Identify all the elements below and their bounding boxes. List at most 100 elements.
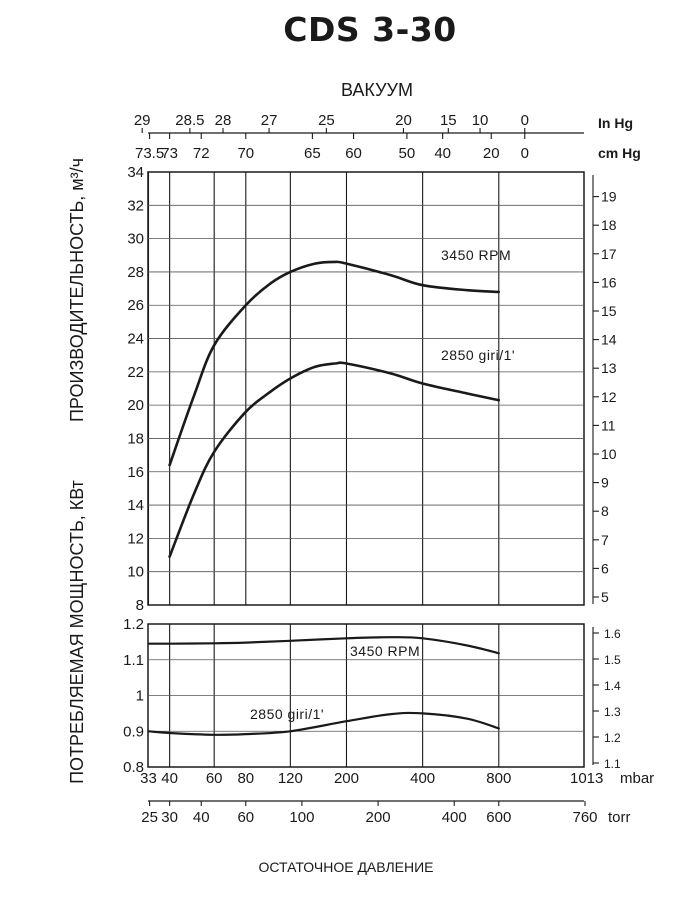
capacity-y2-ticks: 5 6 7 8 9 10 11 12 13 14 15 16 17 18 19 — [592, 175, 617, 605]
power-y2-tick-label: 1.1 — [604, 757, 621, 771]
power-y2-tick-label: 1.2 — [604, 731, 621, 745]
power-curve-3450 — [147, 636, 500, 655]
capacity-label-2850: 2850 giri/1' — [441, 347, 515, 363]
mbar-tick-label: 40 — [161, 770, 178, 787]
torr-tick-label: 100 — [289, 809, 314, 826]
power-y-tick-label: 1.2 — [123, 616, 144, 633]
mbar-tick-label: 120 — [278, 770, 303, 787]
capacity-y-tick-label: 10 — [127, 564, 144, 581]
cmhg-unit-label: cm Hg — [598, 145, 641, 161]
x-axis-title: ОСТАТОЧНОЕ ДАВЛЕНИЕ — [259, 859, 434, 875]
mbar-tick-label: 33 — [140, 770, 157, 787]
cmhg-tick-label: 73 — [161, 145, 178, 162]
torr-tick-label: 200 — [366, 809, 391, 826]
capacity-y2-tick-label: 8 — [601, 503, 609, 519]
power-y-tick-label: 0.9 — [123, 723, 144, 740]
mbar-axis-ticks: 33 40 60 80 120 200 400 800 1013 — [140, 770, 603, 787]
torr-unit-label: torr — [608, 809, 631, 826]
power-gridlines — [148, 624, 584, 767]
torr-tick-label: 400 — [442, 809, 467, 826]
power-y-ticks: 0.8 0.9 1 1.1 1.2 — [123, 616, 144, 776]
torr-tick-label: 760 — [572, 809, 597, 826]
power-y-tick-label: 1.1 — [123, 652, 144, 669]
capacity-y-ticks: 8 10 12 14 16 18 20 22 24 26 28 30 32 34 — [127, 164, 144, 614]
inhg-tick-label: 28 — [215, 112, 232, 129]
capacity-y2-tick-label: 6 — [601, 560, 609, 576]
inhg-tick-label: 25 — [318, 112, 335, 129]
inhg-tick-label: 27 — [261, 112, 278, 129]
inhg-unit-label: In Hg — [598, 115, 633, 131]
vacuum-axis-title: ВАКУУМ — [341, 80, 413, 100]
power-curve-2850 — [147, 711, 500, 736]
cmhg-tick-label: 50 — [399, 145, 416, 162]
capacity-y2-tick-label: 19 — [601, 189, 617, 205]
torr-tick-label: 40 — [193, 809, 210, 826]
cmhg-tick-label: 70 — [237, 145, 254, 162]
torr-tick-label: 30 — [161, 809, 178, 826]
capacity-y2-tick-label: 14 — [601, 332, 617, 348]
capacity-y-tick-label: 12 — [127, 530, 144, 547]
power-y-tick-label: 1 — [136, 688, 144, 705]
capacity-y2-tick-label: 15 — [601, 303, 617, 319]
capacity-y-tick-label: 26 — [127, 297, 144, 314]
capacity-y2-tick-label: 11 — [601, 417, 616, 433]
capacity-y2-tick-label: 17 — [601, 246, 617, 262]
cmhg-tick-label: 65 — [304, 145, 321, 162]
torr-tick-label: 600 — [486, 809, 511, 826]
cmhg-tick-label: 0 — [521, 145, 529, 162]
mbar-tick-label: 800 — [486, 770, 511, 787]
capacity-y-tick-label: 34 — [127, 164, 144, 181]
mbar-tick-label: 400 — [410, 770, 435, 787]
power-y2-tick-label: 1.3 — [604, 705, 621, 719]
capacity-curve-3450 — [168, 260, 501, 467]
capacity-y-tick-label: 8 — [136, 597, 144, 614]
capacity-y2-tick-label: 13 — [601, 360, 617, 376]
capacity-y-tick-label: 14 — [127, 497, 144, 514]
chart-title: CDS 3-30 — [283, 10, 457, 49]
capacity-y-tick-label: 24 — [127, 331, 144, 348]
capacity-y-tick-label: 16 — [127, 464, 144, 481]
power-y-tick-label: 0.8 — [123, 759, 144, 776]
capacity-y-tick-label: 28 — [127, 264, 144, 281]
power-y-axis-title: ПОТРЕБЛЯЕМАЯ МОЩНОСТЬ, КВт — [67, 480, 87, 784]
power-label-3450: 3450 RPM — [350, 643, 420, 659]
mbar-tick-label: 80 — [237, 770, 254, 787]
capacity-y-tick-label: 30 — [127, 231, 144, 248]
capacity-y-tick-label: 20 — [127, 397, 144, 414]
capacity-y2-tick-label: 10 — [601, 446, 617, 462]
capacity-y2-tick-label: 5 — [601, 589, 609, 605]
capacity-series — [168, 260, 501, 558]
cmhg-tick-label: 73.5 — [135, 145, 164, 162]
inhg-tick-label: 29 — [134, 112, 151, 129]
power-y2-ticks: 1.1 1.2 1.3 1.4 1.5 1.6 — [592, 627, 621, 771]
mbar-unit-label: mbar — [620, 770, 654, 787]
capacity-panel-frame — [147, 171, 585, 606]
capacity-gridlines — [147, 172, 584, 605]
cmhg-tick-label: 72 — [193, 145, 210, 162]
cmhg-tick-label: 60 — [345, 145, 362, 162]
torr-tick-label: 60 — [237, 809, 254, 826]
inhg-tick-label: 15 — [440, 112, 457, 129]
capacity-label-3450: 3450 RPM — [441, 247, 511, 263]
mbar-tick-label: 60 — [206, 770, 223, 787]
cmhg-tick-label: 20 — [483, 145, 500, 162]
inhg-tick-label: 28.5 — [175, 112, 204, 129]
mbar-tick-label: 200 — [334, 770, 359, 787]
power-y2-tick-label: 1.6 — [604, 627, 621, 641]
inhg-tick-label: 20 — [395, 112, 412, 129]
inhg-tick-label: 0 — [521, 112, 529, 129]
mbar-tick-label: 1013 — [570, 770, 603, 787]
inhg-tick-label: 10 — [472, 112, 489, 129]
capacity-y-tick-label: 22 — [127, 364, 144, 381]
torr-axis-ticks: 25 30 40 60 100 200 400 600 760 — [141, 801, 598, 826]
power-series — [147, 636, 500, 736]
capacity-y-tick-label: 32 — [127, 197, 144, 214]
capacity-y2-tick-label: 18 — [601, 217, 617, 233]
power-y2-tick-label: 1.5 — [604, 653, 621, 667]
capacity-y2-tick-label: 9 — [601, 475, 609, 491]
power-label-2850: 2850 giri/1' — [250, 706, 324, 722]
capacity-y2-tick-label: 16 — [601, 274, 617, 290]
torr-tick-label: 25 — [141, 809, 158, 826]
capacity-curve-2850 — [168, 361, 501, 558]
cmhg-tick-label: 40 — [434, 145, 451, 162]
